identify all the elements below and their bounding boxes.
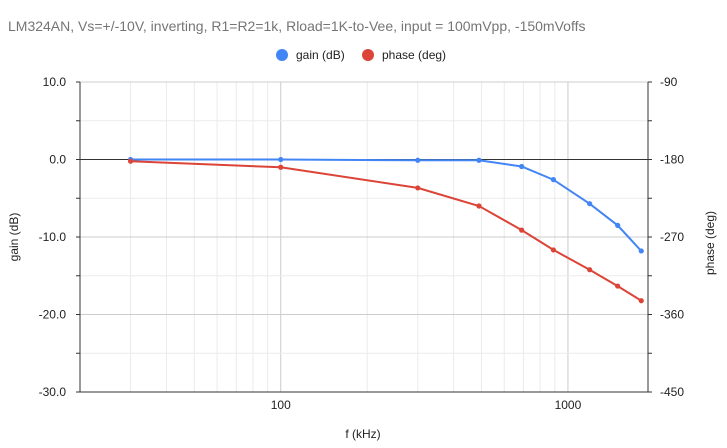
y-tick-label: 10.0 xyxy=(43,75,67,89)
legend-marker xyxy=(276,49,288,61)
chart-title: LM324AN, Vs=+/-10V, inverting, R1=R2=1k,… xyxy=(8,18,585,34)
y-tick-label: 0.0 xyxy=(49,153,66,167)
data-point-gain xyxy=(278,156,284,163)
x-tick-label: 1000 xyxy=(555,398,582,412)
y2-axis-label: phase (deg) xyxy=(703,211,717,275)
legend-label: phase (deg) xyxy=(382,48,446,62)
plot-area xyxy=(127,156,644,304)
legend: gain (dB) phase (deg) xyxy=(276,48,446,62)
data-point-gain xyxy=(615,222,621,228)
series-line-phase xyxy=(130,160,642,302)
y2-tick-label: -90 xyxy=(660,75,678,89)
legend-marker xyxy=(362,49,374,61)
data-point-gain xyxy=(587,201,593,207)
data-point-gain xyxy=(415,157,421,163)
data-point-phase xyxy=(127,158,134,164)
data-point-phase xyxy=(550,247,557,253)
y2-tick-label: -360 xyxy=(660,308,684,322)
y-axis-label: gain (dB) xyxy=(7,213,21,262)
data-point-phase xyxy=(519,227,525,233)
legend-label: gain (dB) xyxy=(296,48,345,62)
data-point-gain xyxy=(476,157,482,163)
grid xyxy=(79,81,648,393)
data-point-gain xyxy=(519,163,525,170)
data-point-phase xyxy=(587,267,593,273)
data-point-phase xyxy=(615,283,621,289)
data-point-gain xyxy=(638,248,644,254)
y-tick-label: -10.0 xyxy=(39,230,67,244)
y-tick-label: -20.0 xyxy=(39,308,67,322)
x-axis-label: f (kHz) xyxy=(345,427,380,441)
data-point-phase xyxy=(476,203,482,209)
data-point-gain xyxy=(550,177,557,183)
x-tick-label: 100 xyxy=(271,398,291,412)
axes: 10.0 0.0 -10.0 -20.0 -30.0 -90 -180 -270 -360 -45… xyxy=(39,75,685,412)
y2-tick-label: -180 xyxy=(660,153,684,167)
y-tick-label: -30.0 xyxy=(39,385,67,399)
data-point-phase xyxy=(638,298,644,304)
y2-tick-label: -270 xyxy=(660,230,684,244)
data-point-phase xyxy=(415,185,421,191)
y2-tick-label: -450 xyxy=(660,385,684,399)
data-point-phase xyxy=(278,164,284,170)
